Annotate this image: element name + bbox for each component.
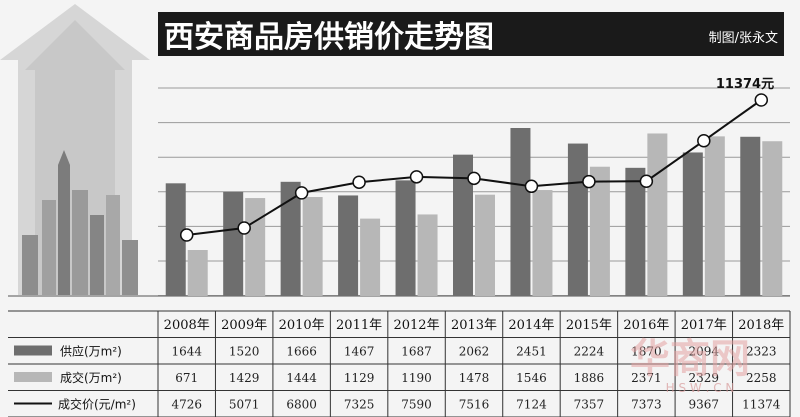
bar-supply (740, 136, 761, 296)
table-value: 7590 (401, 398, 432, 412)
bar-deal (475, 194, 495, 296)
table-value: 6800 (286, 398, 317, 412)
chart-title: 西安商品房供销价走势图 (164, 20, 494, 55)
bar-supply (625, 167, 646, 296)
table-value: 1870 (631, 345, 662, 359)
series-label: 成交价(元/m²) (58, 397, 136, 412)
year-label: 2010年 (279, 318, 325, 333)
table-value: 7124 (516, 398, 547, 412)
bar-supply (453, 154, 473, 296)
table-value: 7373 (631, 398, 662, 412)
table-value: 2094 (689, 345, 720, 359)
price-point (467, 171, 481, 186)
price-line (179, 93, 769, 242)
series-label: 成交(万m²) (60, 370, 122, 385)
bar-deal (417, 214, 438, 296)
bar-supply (338, 195, 359, 296)
city-arrow-illustration (0, 4, 150, 295)
table-value: 7357 (574, 398, 605, 412)
table-value: 2371 (631, 371, 662, 385)
price-point (294, 186, 309, 200)
bar-deal (704, 136, 725, 296)
price-point (524, 179, 539, 194)
year-label: 2012年 (393, 318, 439, 333)
price-point (639, 174, 654, 188)
table-value: 1644 (171, 345, 202, 359)
series-label: 供应(万m²) (60, 344, 122, 359)
table-value: 1190 (401, 371, 432, 385)
price-point (697, 134, 711, 148)
table-value: 1886 (574, 371, 605, 385)
table-value: 671 (175, 371, 198, 385)
year-label: 2009年 (221, 318, 267, 333)
year-label: 2015年 (566, 318, 612, 333)
table-value: 1467 (344, 345, 375, 359)
price-point (237, 221, 251, 235)
table-value: 1666 (286, 345, 317, 359)
year-label: 2008年 (164, 318, 210, 333)
bar-deal (245, 198, 266, 296)
legend-bar-swatch (14, 372, 52, 382)
year-label: 2013年 (451, 318, 497, 333)
table-value: 11374 (742, 398, 781, 412)
table-value: 1687 (401, 345, 432, 359)
bar-deal (360, 218, 381, 296)
year-label: 2016年 (623, 318, 669, 333)
price-point (754, 93, 769, 107)
year-label: 2017年 (681, 318, 727, 333)
bar-deal (187, 250, 208, 296)
table-value: 2451 (516, 345, 547, 359)
bar-deal (302, 197, 323, 296)
table-value: 7325 (344, 398, 375, 412)
bars (165, 128, 783, 296)
bar-deal (647, 133, 668, 296)
table-value: 5071 (229, 398, 260, 412)
bar-supply (567, 143, 588, 296)
table-value: 4726 (171, 398, 202, 412)
bar-supply (165, 183, 186, 296)
table-value: 1129 (344, 371, 375, 385)
price-annotation: 11374元 (716, 77, 774, 92)
table-value: 2329 (689, 371, 720, 385)
title-bar (158, 12, 784, 56)
price-point (582, 174, 596, 189)
legend-bar-swatch (14, 345, 52, 356)
bar-deal (532, 190, 553, 296)
table-value: 2323 (746, 345, 777, 359)
table-value: 1478 (459, 371, 490, 385)
watermark-url: H S W . C N (666, 381, 735, 395)
table-value: 9367 (689, 398, 720, 412)
chart-credit: 制图/张永文 (709, 31, 778, 46)
bar-supply (510, 128, 531, 296)
table-value: 1429 (229, 371, 260, 385)
price-polyline (186, 99, 762, 236)
table-value: 2224 (574, 345, 605, 359)
watermark-logo: 华商网 (630, 336, 750, 382)
year-label: 2014年 (508, 318, 554, 333)
table-value: 2258 (746, 371, 777, 385)
bar-deal (589, 166, 610, 296)
table-value: 7516 (459, 398, 490, 412)
year-label: 2011年 (336, 318, 382, 333)
year-label: 2018年 (738, 318, 784, 333)
table-value: 1444 (286, 371, 317, 385)
data-table: 2008年 1644 671 4726 2009年 1520 1429 5071 2010年 16… (8, 310, 791, 417)
price-point (409, 170, 424, 184)
table-value: 2062 (459, 345, 490, 359)
table-value: 1520 (229, 345, 260, 359)
bar-supply (682, 152, 703, 296)
bar-supply (280, 181, 301, 296)
price-point (352, 175, 366, 189)
bar-supply (223, 191, 244, 296)
price-point (179, 228, 194, 242)
table-value: 1546 (516, 371, 547, 385)
bar-supply (395, 180, 416, 296)
bar-deal (762, 141, 783, 296)
